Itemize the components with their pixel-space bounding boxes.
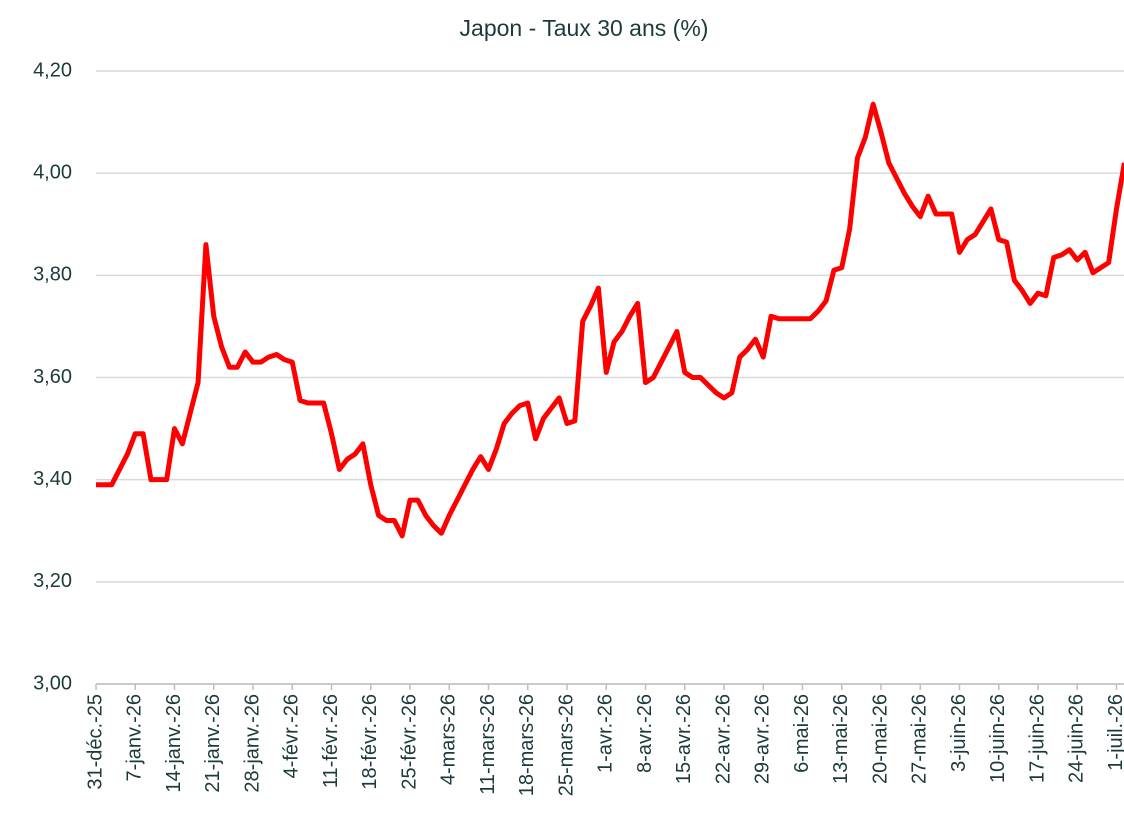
x-tick-label: 15-avr.-26 <box>673 694 695 784</box>
x-tick-label: 3-juin-26 <box>948 694 970 772</box>
x-tick-label: 13-mai-26 <box>830 694 852 784</box>
x-tick-label: 1-juil.-26 <box>1105 694 1124 771</box>
x-tick-label: 18-mars-26 <box>516 694 538 796</box>
x-tick-label: 1-avr.-26 <box>595 694 617 773</box>
x-tick-label: 4-févr.-26 <box>281 694 303 778</box>
x-tick-label: 27-mai-26 <box>909 694 931 784</box>
y-tick-label: 3,60 <box>33 366 72 388</box>
x-tick-label: 11-févr.-26 <box>320 694 342 788</box>
x-tick-label: 22-avr.-26 <box>712 694 734 784</box>
x-tick-label: 17-juin-26 <box>1026 694 1048 783</box>
x-tick-label: 14-janv.-26 <box>163 694 185 793</box>
x-tick-label: 11-mars-26 <box>477 694 499 795</box>
x-tick-label: 6-mai-26 <box>791 694 813 773</box>
x-tick-label: 25-mars-26 <box>555 694 577 796</box>
line-series <box>96 101 1124 539</box>
x-tick-label: 28-janv.-26 <box>241 694 263 793</box>
x-tick-label: 21-janv.-26 <box>202 694 224 793</box>
x-tick-label: 24-juin-26 <box>1066 694 1088 783</box>
x-tick-label: 20-mai-26 <box>869 694 891 784</box>
y-tick-label: 3,40 <box>33 468 72 490</box>
y-tick-label: 3,20 <box>33 570 72 592</box>
y-tick-label: 3,80 <box>33 264 72 286</box>
y-tick-label: 4,00 <box>33 161 72 183</box>
x-tick-label: 29-avr.-26 <box>752 694 774 784</box>
chart-title: Japon - Taux 30 ans (%) <box>460 15 709 41</box>
x-tick-label: 4-mars-26 <box>438 694 460 785</box>
x-tick-label: 8-avr.-26 <box>634 694 656 773</box>
x-tick-label: 7-janv.-26 <box>124 694 146 781</box>
x-tick-label: 18-févr.-26 <box>359 694 381 790</box>
y-tick-label: 4,20 <box>33 59 72 81</box>
x-tick-label: 25-févr.-26 <box>398 694 420 790</box>
y-tick-label: 3,00 <box>33 672 72 694</box>
x-tick-label: 10-juin-26 <box>987 694 1009 783</box>
x-tick-label: 31-déc.-25 <box>84 694 106 790</box>
